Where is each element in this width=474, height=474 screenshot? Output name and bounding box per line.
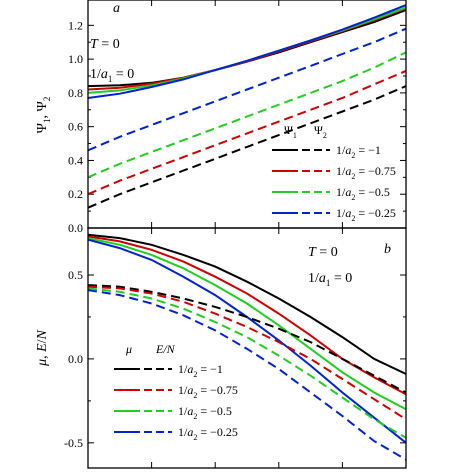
- panel-a-ytick-label: 0.0: [68, 221, 83, 235]
- panel-b-series-solid-2: [87, 237, 407, 411]
- panel-a-series-dashed-5: [87, 69, 407, 196]
- panel-b-temperature: T = 0: [308, 245, 338, 260]
- panel-a-ytick-label: 1.2: [68, 18, 83, 32]
- panel-b-chart: μ, E/N -0.50.00.5 b T = 0 1/a1 = 0 μ E/N1…: [35, 227, 407, 469]
- panel-a-ytick-label: 1.0: [68, 52, 83, 66]
- panel-a-legend-label: 1/a2 = −0.5: [336, 185, 390, 202]
- panel-b-ylabel: μ, E/N: [35, 329, 50, 366]
- panel-b-legend-label: 1/a2 = −0.75: [178, 383, 238, 400]
- panel-b-legend-label: 1/a2 = −1: [178, 362, 223, 379]
- panel-a-ytick-label: 0.6: [68, 120, 83, 134]
- panel-b-ytick-label: -0.5: [64, 436, 83, 450]
- panel-b-legend: μ E/N1/a2 = −1 1/a2 = −0.75 1/a2 = −0.5 1/a2…: [114, 342, 238, 442]
- panel-b-series-solid-1: [87, 235, 407, 396]
- panel-b-series-dashed-4: [87, 284, 407, 394]
- panel-b-series-dashed-5: [87, 285, 407, 421]
- panel-a-legend-label: 1/a2 = −0.75: [336, 164, 396, 181]
- panel-a-legend: Ψ1 Ψ2 1/a2 = −1 1/a2 = −0.75 1/a2 = −0.5 1/a2…: [272, 123, 396, 223]
- panel-a-series-solid-3: [87, 4, 407, 99]
- panel-b-legend-header-dashed: E/N: [155, 342, 176, 356]
- panel-b-legend-label: 1/a2 = −0.5: [178, 404, 232, 421]
- panel-a-a1: 1/a1 = 0: [90, 67, 134, 84]
- panel-b-legend-header-solid: μ: [125, 342, 132, 356]
- panel-a-ytick-label: 0.2: [68, 187, 83, 201]
- panel-b-legend-label: 1/a2 = −0.25: [178, 425, 238, 442]
- panel-b-series-dashed-7: [87, 289, 407, 461]
- panel-a-series-dashed-6: [87, 51, 407, 179]
- panel-a-temperature: T = 0: [90, 37, 120, 52]
- panel-a-legend-header-solid: Ψ1: [284, 123, 297, 140]
- panel-a-legend-header-dashed: Ψ2: [314, 123, 327, 140]
- panel-b-ytick-label: 0.5: [68, 268, 83, 282]
- panel-a-legend-label: 1/a2 = −1: [336, 143, 381, 160]
- panel-a-ytick-label: 0.4: [68, 153, 83, 167]
- panel-b-series-solid-0: [87, 233, 407, 375]
- panel-a-label: a: [113, 1, 120, 16]
- panel-b-frame: [87, 227, 407, 469]
- panel-b-ytick-label: 0.0: [68, 352, 83, 366]
- panel-a-ytick-label: 0.8: [68, 86, 83, 100]
- panel-a-series-dashed-4: [87, 85, 407, 209]
- panel-a-chart: Ψ1, Ψ2 0.0 0.2 0.4 0.6 0.8 1.0 1.2 a T = 0 1/a…: [35, 0, 407, 235]
- panel-b-a1: 1/a1 = 0: [308, 271, 352, 288]
- panel-a-ylabel: Ψ1, Ψ2: [35, 97, 52, 134]
- panel-a-series-dashed-7: [87, 27, 407, 152]
- panel-a-legend-label: 1/a2 = −0.25: [336, 206, 396, 223]
- panel-b-label: b: [384, 242, 391, 257]
